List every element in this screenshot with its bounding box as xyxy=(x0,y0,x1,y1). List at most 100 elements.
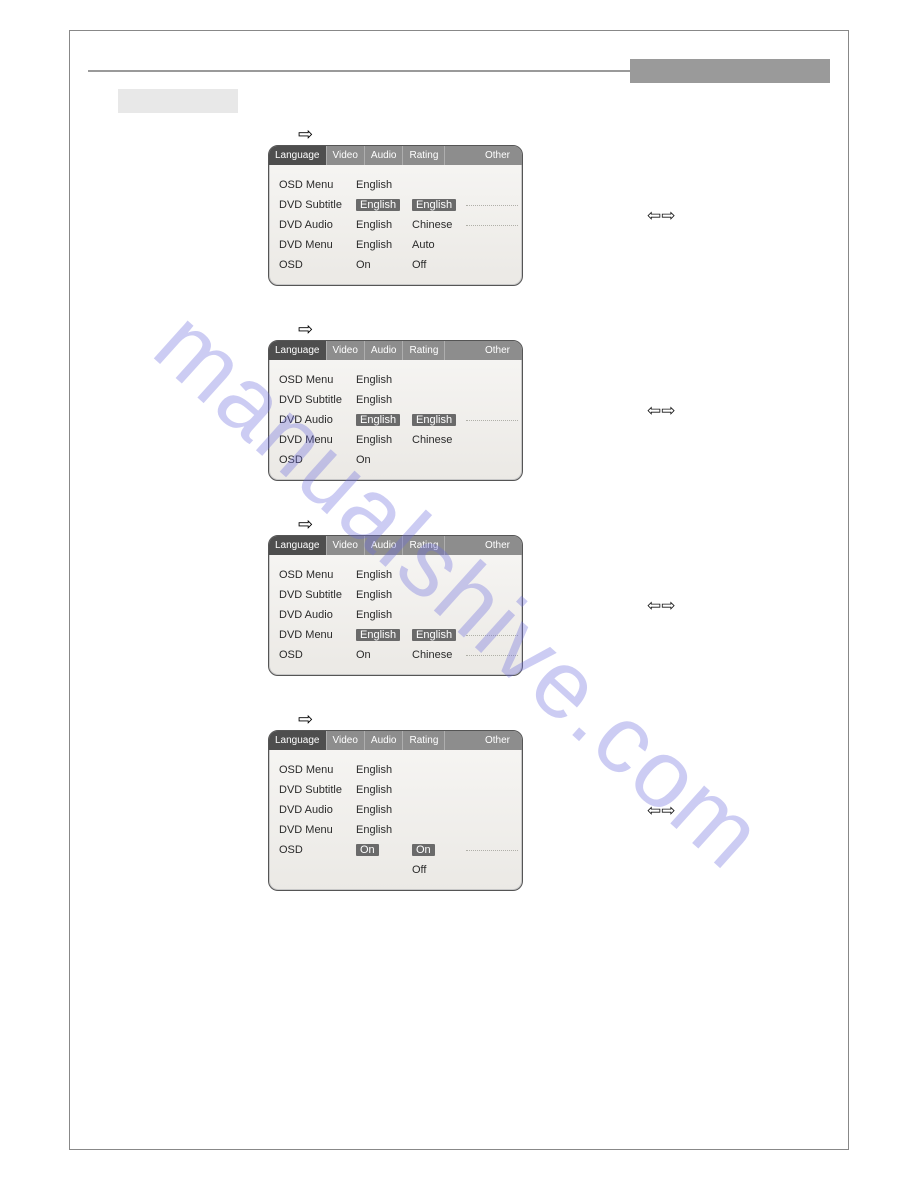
leader-line xyxy=(466,420,518,421)
menu-value[interactable]: English xyxy=(356,609,406,621)
menu-value[interactable]: English xyxy=(356,239,406,251)
menu-option[interactable]: English xyxy=(412,629,462,641)
menu-value[interactable]: English xyxy=(356,374,406,386)
menu-row: DVD AudioEnglish xyxy=(279,605,518,625)
header-bar xyxy=(88,59,830,83)
menu-option[interactable]: Off xyxy=(412,259,462,271)
tab-rating[interactable]: Rating xyxy=(403,536,445,555)
menu-option[interactable]: English xyxy=(412,199,462,211)
panel-body: OSD MenuEnglishDVD SubtitleEnglishDVD Au… xyxy=(269,750,522,890)
tab-rating[interactable]: Rating xyxy=(403,341,445,360)
tab-other[interactable]: Other xyxy=(479,341,522,360)
tab-audio[interactable]: Audio xyxy=(365,146,404,165)
menu-option[interactable]: English xyxy=(412,414,462,426)
menu-option[interactable]: Off xyxy=(412,864,462,876)
menu-value[interactable]: English xyxy=(356,219,406,231)
panel-row: LanguageVideoAudioRatingOtherOSD MenuEng… xyxy=(268,340,676,481)
menu-value[interactable]: English xyxy=(356,629,406,641)
menu-option[interactable]: Chinese xyxy=(412,649,462,661)
tab-other[interactable]: Other xyxy=(479,146,522,165)
tab-rating[interactable]: Rating xyxy=(403,146,445,165)
menu-label: DVD Audio xyxy=(279,609,356,621)
updown-arrow-icon: ⇦⇨ xyxy=(647,402,676,419)
updown-arrow-icon: ⇦⇨ xyxy=(647,802,676,819)
panel-row: LanguageVideoAudioRating Other OSD MenuEng… xyxy=(268,730,676,891)
tab-rating[interactable]: Rating xyxy=(403,731,445,750)
tab-language[interactable]: Language xyxy=(269,146,327,165)
menu-row: OSDOnOn xyxy=(279,840,518,860)
menu-row: DVD MenuEnglishEnglish xyxy=(279,625,518,645)
panel-section: ⇨LanguageVideoAudioRatingOtherOSD MenuEn… xyxy=(268,320,830,481)
osd-panel: LanguageVideoAudioRatingOtherOSD MenuEng… xyxy=(268,535,523,676)
menu-row: DVD AudioEnglishEnglish xyxy=(279,410,518,430)
menu-value[interactable]: English xyxy=(356,589,406,601)
tab-language[interactable]: Language xyxy=(269,341,327,360)
menu-row: DVD SubtitleEnglish xyxy=(279,585,518,605)
menu-row: OSDOn xyxy=(279,450,518,470)
panel-row: LanguageVideoAudioRatingOtherOSD MenuEng… xyxy=(268,145,676,286)
right-arrow-icon: ⇨ xyxy=(298,320,313,338)
menu-value[interactable]: English xyxy=(356,199,406,211)
panel-section: ⇨LanguageVideoAudioRatingOtherOSD MenuEn… xyxy=(268,710,830,891)
page: manualshive.com ⇨LanguageVideoAudioRatin… xyxy=(69,30,849,1150)
menu-row: DVD SubtitleEnglishEnglish xyxy=(279,195,518,215)
panel-section: ⇨LanguageVideoAudioRatingOtherOSD MenuEn… xyxy=(268,515,830,676)
tab-audio[interactable]: Audio xyxy=(365,536,404,555)
menu-row: DVD MenuEnglish Chinese xyxy=(279,430,518,450)
menu-label: OSD xyxy=(279,649,356,661)
updown-arrow-icon: ⇦⇨ xyxy=(647,597,676,614)
osd-panel: LanguageVideoAudioRatingOtherOSD MenuEng… xyxy=(268,340,523,481)
tab-language[interactable]: Language xyxy=(269,536,327,555)
menu-value[interactable]: English xyxy=(356,824,406,836)
menu-value[interactable]: English xyxy=(356,179,406,191)
tab-other[interactable]: Other xyxy=(479,731,522,750)
menu-value[interactable]: English xyxy=(356,764,406,776)
menu-value[interactable]: English xyxy=(356,804,406,816)
tab-video[interactable]: Video xyxy=(327,731,365,750)
tab-language[interactable]: Language xyxy=(269,731,327,750)
tab-bar: LanguageVideoAudioRating Other xyxy=(269,341,522,360)
menu-label: DVD Subtitle xyxy=(279,199,356,211)
menu-row: DVD SubtitleEnglish xyxy=(279,390,518,410)
menu-value[interactable]: English xyxy=(356,569,406,581)
menu-label: OSD Menu xyxy=(279,179,356,191)
leader-line xyxy=(466,205,518,206)
menu-option[interactable]: Chinese xyxy=(412,219,462,231)
menu-value[interactable]: English xyxy=(356,394,406,406)
menu-label: DVD Audio xyxy=(279,219,356,231)
menu-label: DVD Subtitle xyxy=(279,784,356,796)
panel-body: OSD MenuEnglishDVD SubtitleEnglish DVD Au… xyxy=(269,360,522,480)
menu-label: DVD Menu xyxy=(279,434,356,446)
menu-row: OSD MenuEnglish xyxy=(279,370,518,390)
tab-audio[interactable]: Audio xyxy=(365,731,404,750)
tab-video[interactable]: Video xyxy=(327,146,365,165)
tab-audio[interactable]: Audio xyxy=(365,341,404,360)
leader-line xyxy=(466,655,518,656)
menu-row: DVD MenuEnglishAuto xyxy=(279,235,518,255)
menu-row: OSD MenuEnglish xyxy=(279,760,518,780)
right-arrow-icon: ⇨ xyxy=(298,125,313,143)
leader-line xyxy=(466,225,518,226)
menu-value[interactable]: On xyxy=(356,259,406,271)
tab-video[interactable]: Video xyxy=(327,341,365,360)
menu-row: DVD SubtitleEnglish xyxy=(279,780,518,800)
menu-value[interactable]: On xyxy=(356,649,406,661)
menu-option[interactable]: Chinese xyxy=(412,434,462,446)
tab-other[interactable]: Other xyxy=(479,536,522,555)
menu-value[interactable]: English xyxy=(356,414,406,426)
menu-value[interactable]: English xyxy=(356,784,406,796)
menu-row: DVD MenuEnglish xyxy=(279,820,518,840)
menu-row: OSD MenuEnglish xyxy=(279,565,518,585)
menu-label: OSD xyxy=(279,259,356,271)
menu-option[interactable]: Auto xyxy=(412,239,462,251)
menu-option[interactable]: On xyxy=(412,844,462,856)
menu-value[interactable]: On xyxy=(356,454,406,466)
tab-video[interactable]: Video xyxy=(327,536,365,555)
menu-label: DVD Audio xyxy=(279,804,356,816)
menu-value[interactable]: English xyxy=(356,434,406,446)
menu-label: DVD Audio xyxy=(279,414,356,426)
panel-body: OSD MenuEnglishDVD SubtitleEnglishDVD Au… xyxy=(269,555,522,675)
panel-body: OSD MenuEnglishDVD SubtitleEnglishEnglis… xyxy=(269,165,522,285)
menu-row: DVD AudioEnglish Chinese xyxy=(279,215,518,235)
menu-value[interactable]: On xyxy=(356,844,406,856)
